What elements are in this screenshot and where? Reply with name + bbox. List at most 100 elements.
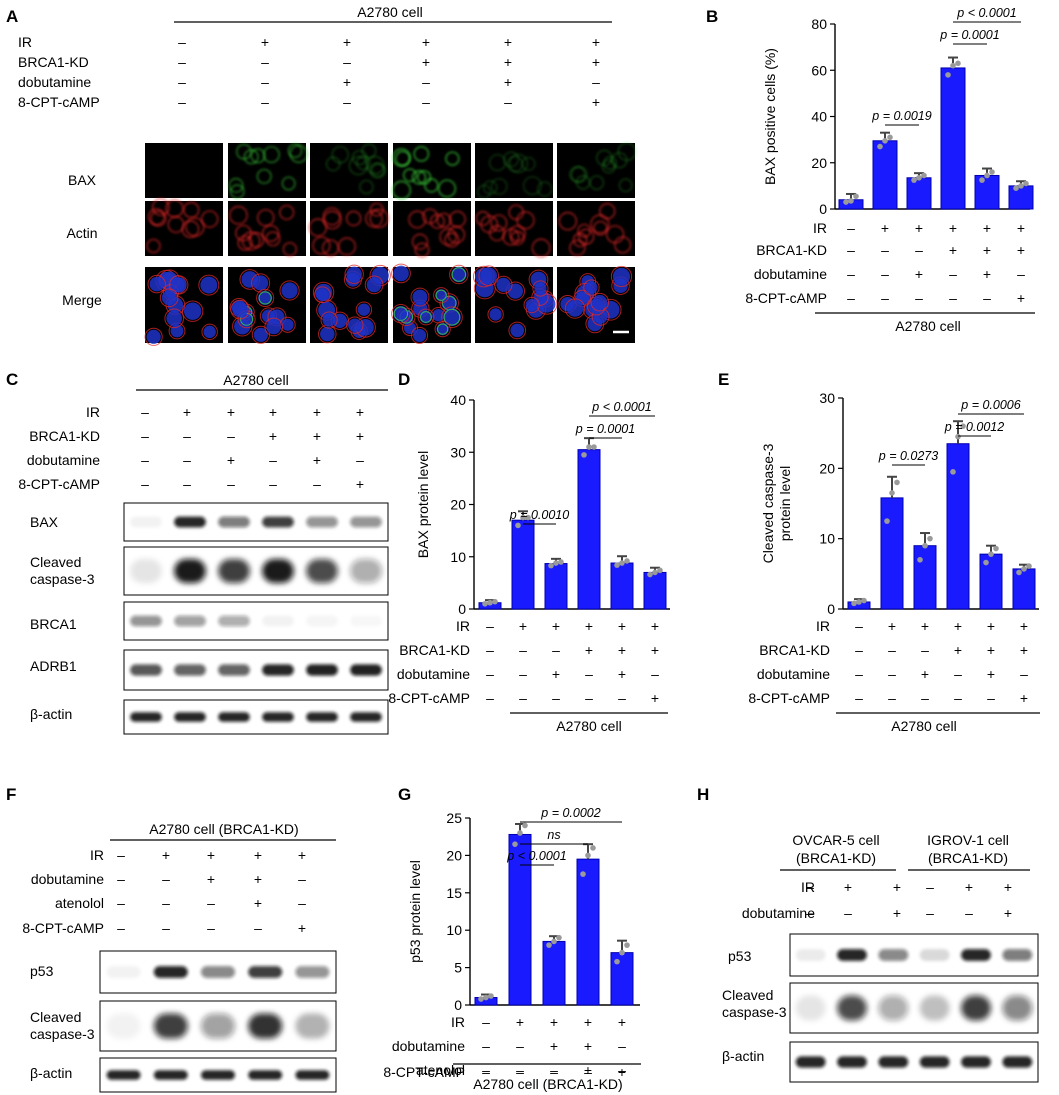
condition-sign: –	[651, 666, 659, 682]
data-point	[1018, 183, 1024, 189]
micrograph-tile	[144, 267, 223, 346]
chart-footer-label: A2780 cell	[895, 318, 960, 334]
data-point	[922, 542, 928, 549]
condition-sign: –	[519, 666, 527, 682]
data-point	[558, 559, 564, 565]
blot-label-p53: p53	[30, 963, 54, 979]
blot-band	[201, 1070, 235, 1080]
condition-label-8-cpt-camp: 8-CPT-cAMP	[22, 920, 104, 936]
blot-label-beta-actin: β-actin	[30, 1065, 72, 1081]
condition-sign: +	[618, 618, 626, 634]
condition-sign: +	[261, 34, 269, 50]
y-tick-label: 20	[450, 497, 466, 513]
data-point	[945, 72, 951, 78]
data-point	[619, 949, 625, 956]
blot-band	[262, 664, 294, 676]
condition-sign: –	[254, 920, 262, 936]
bar	[544, 563, 568, 610]
condition-sign: +	[1004, 905, 1012, 921]
bar	[576, 858, 600, 1006]
blot-band	[153, 1070, 188, 1080]
p-value-label: p = 0.0012	[944, 420, 1004, 434]
condition-sign: –	[313, 476, 321, 492]
blot-band	[130, 559, 162, 583]
condition-sign: –	[117, 920, 125, 936]
condition-label-dobutamine: dobutamine	[27, 452, 100, 468]
blot-band	[248, 1070, 283, 1080]
condition-sign: +	[504, 74, 512, 90]
blot-label-bax: BAX	[30, 514, 59, 530]
condition-sign: +	[519, 618, 527, 634]
data-point	[525, 514, 531, 521]
condition-sign: –	[162, 871, 170, 887]
condition-sign: +	[313, 452, 321, 468]
condition-sign: –	[888, 666, 896, 682]
condition-sign: –	[141, 404, 149, 420]
condition-sign: –	[504, 94, 512, 110]
condition-sign: +	[893, 879, 901, 895]
blot-band	[106, 966, 141, 978]
blot-label-p53: p53	[728, 948, 752, 964]
condition-sign: –	[855, 618, 863, 634]
blot-label-cleaved-caspase-3-line2: caspase-3	[30, 571, 95, 587]
data-point	[483, 994, 489, 1001]
panel-c-header: A2780 cell	[223, 372, 288, 388]
condition-sign: –	[921, 690, 929, 706]
condition-sign: +	[422, 34, 430, 50]
bar	[610, 562, 634, 610]
condition-label-8-cpt-camp: 8-CPT-cAMP	[745, 290, 827, 306]
blot-band	[218, 712, 250, 722]
bar	[940, 67, 966, 210]
data-point	[517, 830, 523, 836]
blot-band	[262, 516, 294, 528]
condition-label-ir: IR	[813, 220, 827, 236]
data-point	[950, 62, 956, 69]
data-point	[861, 597, 867, 604]
condition-sign: +	[584, 1062, 592, 1078]
condition-sign: –	[486, 642, 494, 658]
data-point	[853, 193, 859, 200]
condition-sign: –	[269, 476, 277, 492]
data-point	[988, 551, 994, 557]
panel-c-western-blot: A2780 cell IR – + + + + + BRCA1-KD – – – + + + dobutam…	[18, 372, 389, 735]
y-tick-label: 30	[819, 390, 835, 406]
y-axis-label: BAX positive cells (%)	[762, 48, 778, 185]
data-point	[512, 841, 518, 847]
condition-sign: –	[847, 220, 855, 236]
blot-band	[1002, 949, 1033, 961]
blot-band	[961, 949, 991, 961]
blot-band	[262, 712, 294, 722]
y-tick-label: 5	[454, 960, 462, 976]
condition-sign: +	[162, 847, 170, 863]
blot-strip-beta-actin	[123, 699, 389, 735]
data-point	[1023, 180, 1029, 187]
data-point	[917, 556, 923, 563]
condition-sign: –	[486, 666, 494, 682]
condition-sign: –	[1017, 266, 1025, 282]
bar	[577, 449, 601, 610]
y-tick-label: 10	[446, 922, 462, 938]
condition-sign: +	[954, 642, 962, 658]
condition-sign: –	[261, 74, 269, 90]
condition-sign: +	[552, 666, 560, 682]
data-point	[515, 522, 521, 529]
y-axis-label: BAX protein level	[415, 451, 431, 558]
condition-sign: –	[117, 871, 125, 887]
data-point	[887, 134, 893, 141]
condition-label-brca1-kd: BRCA1-KD	[756, 242, 827, 258]
data-point	[624, 558, 630, 564]
blot-band	[350, 516, 382, 528]
condition-sign: +	[422, 54, 430, 70]
condition-sign: –	[343, 94, 351, 110]
condition-sign: +	[949, 220, 957, 236]
micrograph-tile	[310, 264, 391, 344]
blot-band	[1002, 995, 1033, 1021]
y-tick-label: 10	[819, 531, 835, 547]
condition-sign: +	[183, 404, 191, 420]
blot-band	[248, 1013, 283, 1039]
blot-band	[306, 615, 338, 627]
blot-band	[306, 516, 338, 528]
condition-sign: –	[207, 895, 215, 911]
condition-sign: –	[261, 94, 269, 110]
panel-label-d: D	[398, 370, 410, 389]
